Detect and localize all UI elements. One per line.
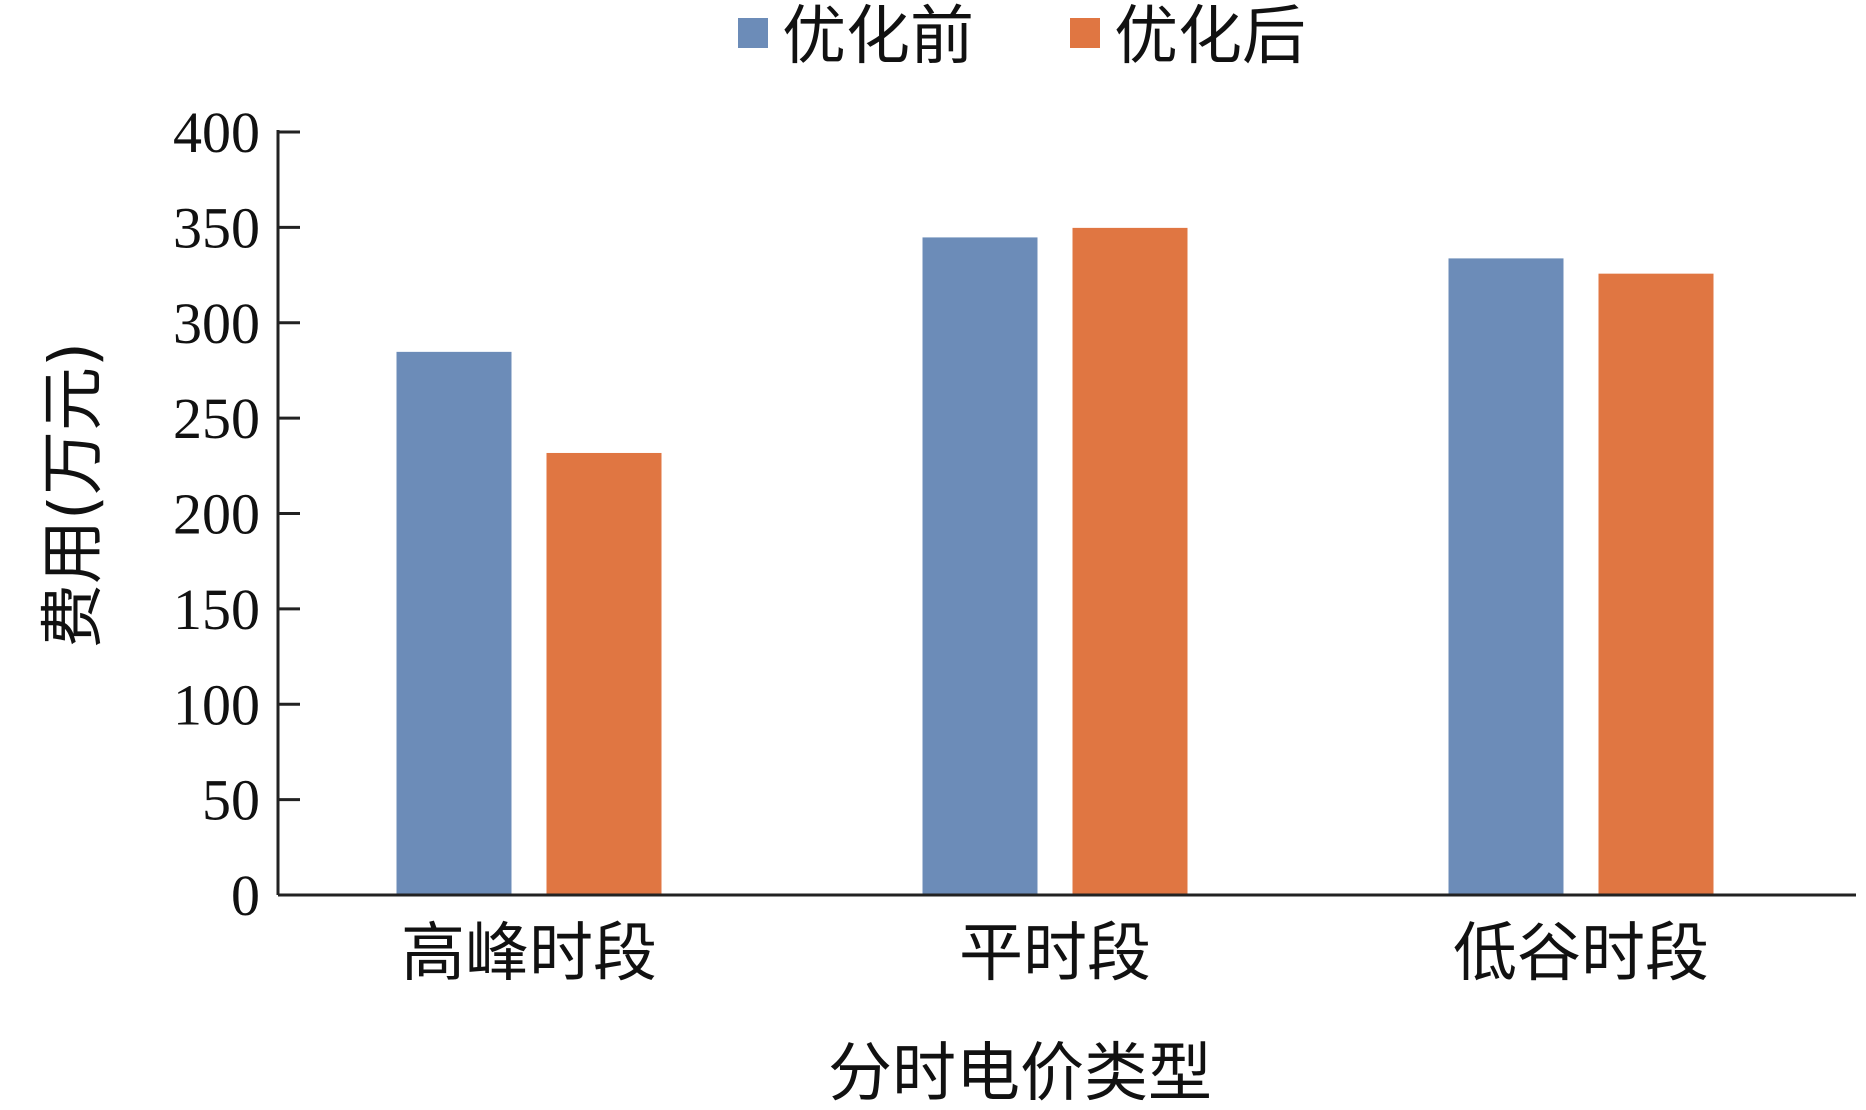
y-tick-label: 250	[173, 386, 260, 451]
legend-swatch-0	[738, 18, 768, 48]
x-axis-categories: 高峰时段 平时段 低谷时段	[401, 917, 1709, 991]
legend-swatch-1	[1070, 18, 1100, 48]
y-tick-label: 100	[173, 672, 260, 737]
y-tick-label: 300	[173, 291, 260, 356]
legend-label-0: 优化前	[782, 0, 974, 74]
legend-label-1: 优化后	[1114, 0, 1306, 74]
y-tick-label: 50	[202, 768, 260, 833]
y-axis-ticks: 0 50 100 150 200 250 300 350 400	[173, 100, 300, 928]
x-category-label: 平时段	[959, 917, 1151, 991]
x-category-label: 低谷时段	[1453, 917, 1709, 991]
legend: 优化前 优化后	[738, 0, 1306, 74]
bar-before-2	[1447, 257, 1565, 896]
bars	[395, 226, 1715, 896]
y-tick-label: 0	[231, 863, 260, 928]
bar-after-0	[545, 451, 663, 896]
bar-before-1	[921, 236, 1039, 896]
x-axis-title: 分时电价类型	[828, 1037, 1212, 1110]
y-tick-label: 400	[173, 100, 260, 165]
x-category-label: 高峰时段	[401, 917, 657, 991]
y-tick-label: 150	[173, 577, 260, 642]
y-tick-label: 200	[173, 482, 260, 547]
axes	[276, 130, 1856, 897]
y-tick-label: 350	[173, 195, 260, 260]
y-axis-title: 费用(万元)	[37, 342, 111, 648]
bar-after-2	[1597, 272, 1715, 896]
bar-after-1	[1071, 226, 1189, 896]
bar-before-0	[395, 350, 513, 896]
